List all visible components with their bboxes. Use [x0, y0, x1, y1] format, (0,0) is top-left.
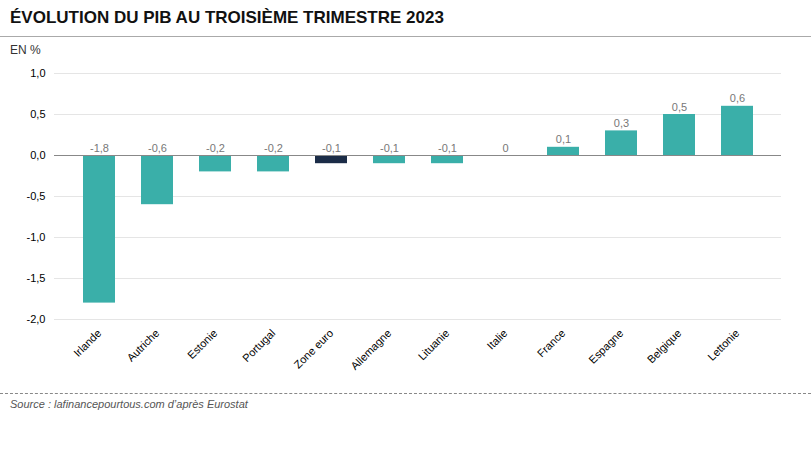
svg-text:0,3: 0,3 — [614, 117, 629, 129]
svg-text:Zone euro: Zone euro — [291, 327, 335, 371]
svg-text:0: 0 — [502, 142, 508, 154]
svg-text:Espagne: Espagne — [586, 327, 625, 366]
svg-text:-0,1: -0,1 — [322, 142, 341, 154]
html-text:Source : lafinancepourtous.com: Source : lafinancepourtous.com d’après E… — [10, 398, 248, 410]
svg-text:-2,0: -2,0 — [27, 313, 46, 325]
svg-text:Belgique: Belgique — [645, 327, 684, 366]
svg-text:-0,2: -0,2 — [206, 142, 225, 154]
svg-text:1,0: 1,0 — [30, 67, 45, 79]
svg-text:0,5: 0,5 — [30, 108, 45, 120]
svg-text:Lituanie: Lituanie — [416, 327, 452, 363]
svg-text:Portugal: Portugal — [240, 327, 277, 364]
svg-text:France: France — [535, 327, 568, 360]
svg-text:-0,1: -0,1 — [380, 142, 399, 154]
html-text:ÉVOLUTION DU PIB AU TROISIÈME: ÉVOLUTION DU PIB AU TROISIÈME TRIMESTRE … — [10, 8, 444, 27]
svg-text:0,1: 0,1 — [556, 133, 571, 145]
svg-text:Allemagne: Allemagne — [348, 327, 393, 372]
svg-text:-0,5: -0,5 — [27, 190, 46, 202]
svg-text:-1,0: -1,0 — [27, 231, 46, 243]
svg-text:Italie: Italie — [484, 327, 509, 352]
svg-text:-1,5: -1,5 — [27, 272, 46, 284]
svg-text:0,0: 0,0 — [30, 149, 45, 161]
svg-text:Estonie: Estonie — [185, 327, 219, 361]
svg-text:Lettonie: Lettonie — [705, 327, 741, 363]
svg-text:0,5: 0,5 — [672, 101, 687, 113]
svg-text:0,6: 0,6 — [730, 92, 745, 104]
svg-text:-0,2: -0,2 — [264, 142, 283, 154]
svg-text:Irlande: Irlande — [71, 327, 103, 359]
svg-text:-0,1: -0,1 — [438, 142, 457, 154]
svg-text:-1,8: -1,8 — [90, 142, 109, 154]
html-text:EN %: EN % — [10, 43, 41, 57]
svg-text:-0,6: -0,6 — [148, 142, 167, 154]
svg-text:Autriche: Autriche — [124, 327, 161, 364]
